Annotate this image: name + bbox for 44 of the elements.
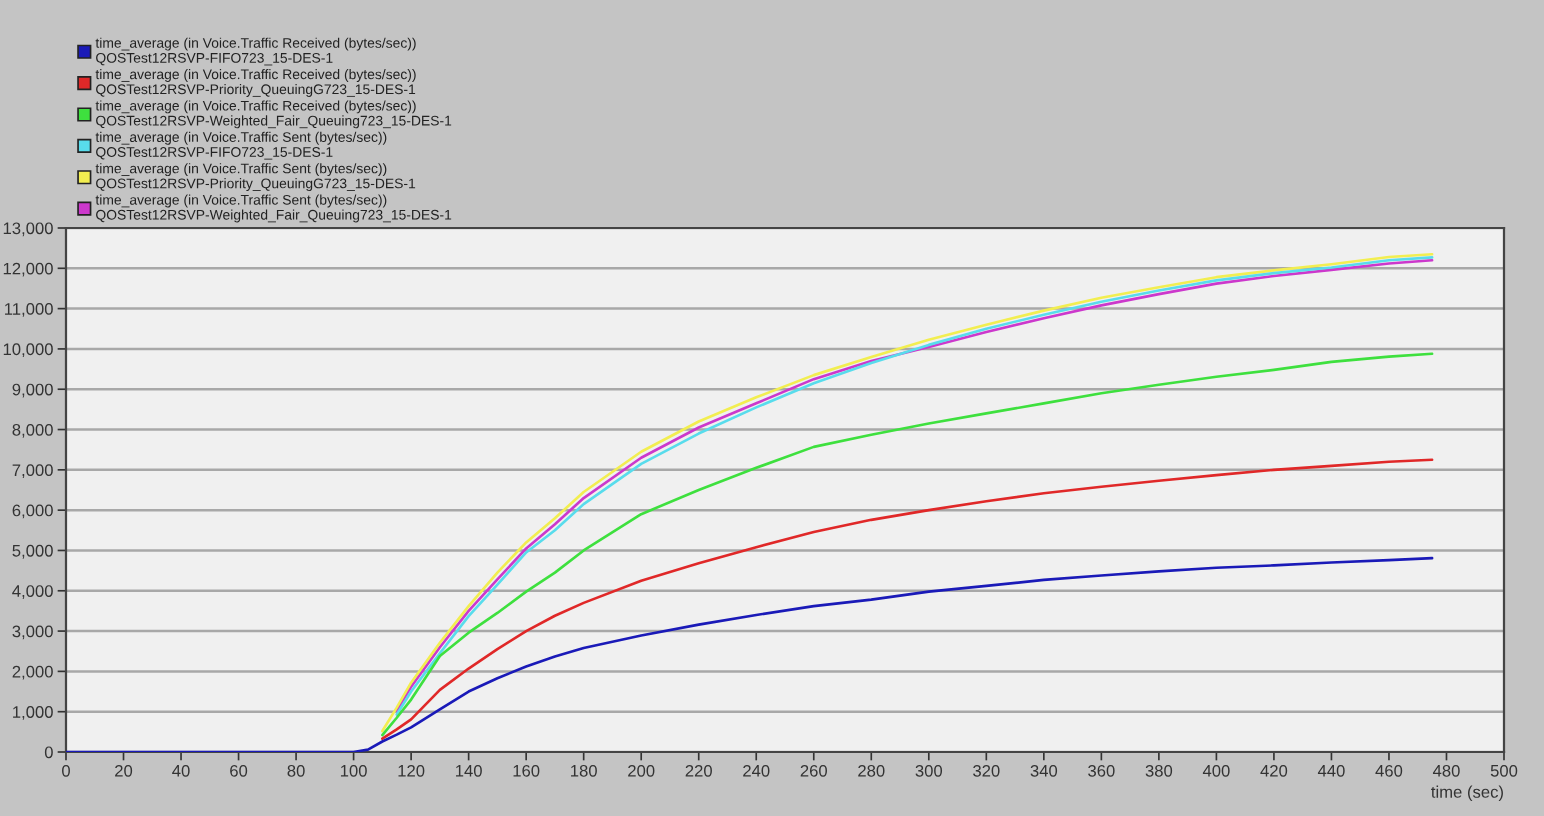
line-series <box>381 352 1434 737</box>
y-tick-label: 12,000 <box>3 262 53 277</box>
y-tick-label: 0 <box>44 746 53 759</box>
x-tick-label: 380 <box>1145 764 1173 777</box>
y-tick-label: 8,000 <box>12 423 53 438</box>
x-tick-label: 160 <box>513 764 540 777</box>
line-series <box>381 458 1434 741</box>
y-tick-label: 3,000 <box>12 625 53 640</box>
x-tick-label: 360 <box>1088 764 1115 777</box>
x-tick-label: 80 <box>287 764 305 777</box>
y-tick-label: 2,000 <box>12 665 53 680</box>
x-tick-label: 320 <box>973 764 1000 777</box>
x-tick-label: 220 <box>685 764 712 777</box>
x-tick-label: 300 <box>915 764 943 777</box>
x-tick-label: 0 <box>62 764 70 777</box>
x-tick-label: 280 <box>858 764 885 777</box>
y-tick-label: 7,000 <box>12 464 53 479</box>
y-tick-label: 4,000 <box>12 585 53 599</box>
x-tick-label: 60 <box>230 764 248 777</box>
x-tick-label: 260 <box>800 764 828 777</box>
y-tick-label: 13,000 <box>3 222 53 237</box>
x-tick-label: 480 <box>1432 764 1460 777</box>
y-tick-label: 5,000 <box>12 544 53 559</box>
x-tick-label: 180 <box>571 764 597 777</box>
x-tick-label: 100 <box>340 764 367 777</box>
x-tick-label: 140 <box>456 764 482 777</box>
x-tick-label: 240 <box>743 764 770 777</box>
y-tick-label: 10,000 <box>3 343 53 358</box>
y-tick-label: 11,000 <box>5 303 53 317</box>
line-series <box>66 556 1434 752</box>
x-tick-label: 20 <box>115 764 133 777</box>
x-tick-label: 460 <box>1375 764 1403 777</box>
y-tick-label: 6,000 <box>12 504 53 519</box>
y-tick-label: 1,000 <box>13 706 53 720</box>
x-tick-label: 340 <box>1030 764 1058 777</box>
x-tick-label: 420 <box>1260 764 1288 777</box>
x-tick-label: 200 <box>628 764 655 777</box>
x-tick-label: 40 <box>172 764 190 777</box>
y-tick-label: 9,000 <box>12 383 53 398</box>
x-tick-label: 120 <box>398 764 425 777</box>
x-tick-label: 400 <box>1202 764 1230 777</box>
x-axis-title: time (sec) <box>1431 785 1503 802</box>
x-tick-label: 440 <box>1317 764 1345 777</box>
x-tick-label: 500 <box>1490 764 1518 777</box>
